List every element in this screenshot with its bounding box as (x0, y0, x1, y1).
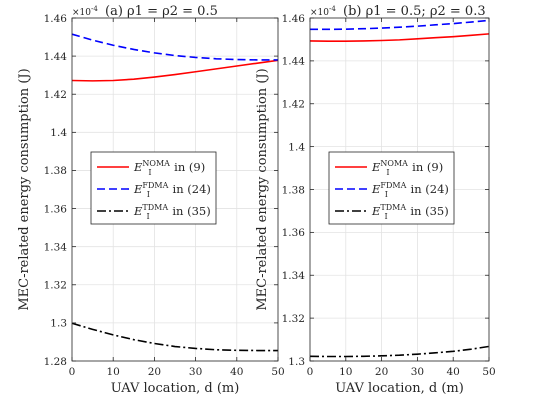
x-tick-label: 0 (307, 366, 314, 378)
x-tick-label: 10 (107, 366, 120, 378)
y-tick-label: 1.42 (44, 89, 67, 101)
axes-box (71, 17, 279, 362)
chart-panel-b: 0 10 20 30 40 50 1.3 1.32 1.34 1.36 1.38 1.4 1.42 1.4… (255, 4, 496, 396)
y-exponent-label: ×10-4 (310, 5, 336, 18)
y-axis-label: MEC-related energy consumption (J) (17, 68, 32, 310)
y-tick-label: 1.32 (44, 280, 67, 292)
y-tick-label: 1.36 (282, 227, 306, 239)
x-tick-label: 30 (411, 366, 424, 378)
y-tick-label: 1.4 (288, 141, 305, 153)
chart-title: (a) ρ1 = ρ2 = 0.5 (105, 4, 218, 19)
x-tick-label: 10 (339, 366, 352, 378)
x-tick-label: 50 (482, 366, 495, 378)
y-tick-label: 1.4 (50, 127, 67, 139)
y-axis-label: MEC-related energy consumption (J) (255, 68, 270, 310)
chart-title: (b) ρ1 = 0.5; ρ2 = 0.3 (343, 4, 486, 19)
legend-entry-1: ENOMA I in (9) (371, 159, 443, 177)
legend-box (328, 151, 455, 225)
legend: ENOMA I in (9) EFDMA I in (24) ETDMA I in (35… (90, 151, 217, 225)
y-tick-label: 1.38 (44, 165, 67, 177)
legend-entry-1: ENOMA I in (9) (133, 159, 205, 177)
legend: ENOMA I in (9) EFDMA I in (24) ETDMA I in (35… (328, 151, 455, 225)
x-tick-label: 50 (271, 366, 284, 378)
y-tick-label: 1.38 (282, 184, 305, 196)
y-tick-label: 1.3 (50, 318, 67, 330)
x-tick-label: 20 (148, 366, 161, 378)
legend-entry-3: ETDMA I in (35) (133, 203, 211, 221)
y-tick-label: 1.28 (44, 356, 67, 368)
series-line-2 (71, 33, 278, 61)
y-exponent-label: ×10-4 (72, 5, 98, 18)
series-line-1 (309, 33, 490, 42)
y-tick-label: 1.44 (44, 51, 68, 63)
series-line-3 (71, 322, 278, 352)
y-tick-label: 1.32 (282, 313, 305, 325)
y-tick-label: 1.46 (282, 13, 306, 25)
series-line-2 (310, 19, 490, 31)
series-line-3 (309, 345, 490, 358)
y-tick-label: 1.3 (288, 356, 305, 368)
x-tick-label: 20 (375, 366, 388, 378)
series-line-1 (71, 59, 279, 82)
x-tick-label: 0 (69, 366, 76, 378)
legend-box (90, 151, 217, 225)
x-tick-label: 30 (189, 366, 202, 378)
chart-panel-a: 0 10 20 30 40 50 1.28 1.3 1.32 1.34 1.36 1.38 1.4 1.4… (17, 4, 285, 396)
legend-entry-2: EFDMA I in (24) (371, 181, 449, 199)
legend-entry-3: ETDMA I in (35) (371, 203, 449, 221)
y-tick-label: 1.44 (282, 56, 306, 68)
x-axis-label: UAV location, d (m) (111, 381, 240, 396)
x-tick-label: 40 (230, 366, 243, 378)
y-tick-label: 1.34 (44, 241, 68, 253)
x-axis-label: UAV location, d (m) (335, 381, 464, 396)
y-tick-label: 1.46 (44, 13, 68, 25)
y-tick-label: 1.42 (282, 99, 305, 111)
y-tick-label: 1.34 (282, 270, 306, 282)
y-tick-label: 1.36 (44, 203, 68, 215)
x-tick-label: 40 (447, 366, 460, 378)
legend-entry-2: EFDMA I in (24) (133, 181, 211, 199)
